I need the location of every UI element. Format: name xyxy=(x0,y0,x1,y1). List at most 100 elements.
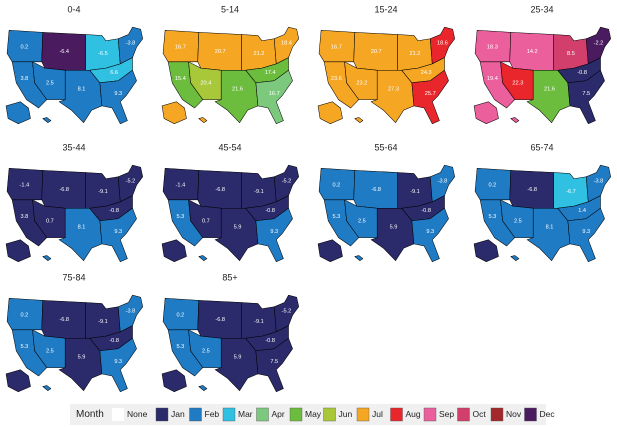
region-label: -0.8 xyxy=(421,208,431,214)
region-label: -6.7 xyxy=(566,189,576,195)
legend-swatch xyxy=(423,407,437,422)
region xyxy=(255,337,293,393)
region-label: -0.8 xyxy=(265,338,275,344)
region-label: 5.9 xyxy=(234,355,242,361)
region-label: 8.1 xyxy=(78,225,86,231)
legend-swatch xyxy=(356,407,370,422)
region-label: 5.3 xyxy=(20,344,28,350)
region-label: 9.3 xyxy=(582,229,590,235)
region-label: -3.8 xyxy=(126,308,136,314)
region-label: 19.4 xyxy=(487,76,498,82)
panel-title: 5-14 xyxy=(221,4,239,14)
region xyxy=(567,207,605,263)
region-label: 20.4 xyxy=(200,80,211,86)
region-label: 8.5 xyxy=(567,51,575,57)
region-label: -9.1 xyxy=(410,189,420,195)
region-label: -6.5 xyxy=(98,51,108,57)
region-label: -0.8 xyxy=(109,208,119,214)
region-label: 18.3 xyxy=(487,45,498,51)
region-label: -6.8 xyxy=(59,187,69,193)
region xyxy=(42,117,52,123)
region-label: 5.9 xyxy=(78,355,86,361)
region-label: -9.1 xyxy=(254,319,264,325)
region-label: 2.5 xyxy=(46,348,54,354)
region xyxy=(567,69,605,125)
region-label: 5.3 xyxy=(176,344,184,350)
region-label: -0.8 xyxy=(577,70,587,76)
region xyxy=(473,101,499,125)
region-label: 23.6 xyxy=(331,76,342,82)
map-panel: 55-64 0.2 -6.8 -9.1 -3.8 5.3 2.5 5.9 -0.8 9.3 xyxy=(317,142,455,263)
region-label: 0.2 xyxy=(20,313,28,319)
region xyxy=(5,239,31,263)
legend-swatch xyxy=(289,407,303,422)
legend-swatch xyxy=(189,407,202,422)
region-label: 21.6 xyxy=(232,87,243,93)
region-label: 21.2 xyxy=(253,51,264,57)
region-label: -6.8 xyxy=(215,187,225,193)
us-map: 0.2 -6.8 -9.1 -5.2 5.3 2.5 5.9 -0.8 7.5 xyxy=(161,294,299,393)
region-label: 2.5 xyxy=(514,218,522,224)
region xyxy=(526,69,571,123)
region-label: 2.5 xyxy=(358,218,366,224)
legend-label: Sep xyxy=(439,409,454,419)
region-label: 17.4 xyxy=(265,70,276,76)
panel-title: 45-54 xyxy=(218,142,241,152)
panel-title: 65-74 xyxy=(530,142,553,152)
region-label: 5.9 xyxy=(234,225,242,231)
region-label: 25.7 xyxy=(425,91,436,97)
region-label: -6.8 xyxy=(59,317,69,323)
panel-title: 15-24 xyxy=(374,4,397,14)
region-label: 6.6 xyxy=(110,70,118,76)
region-label: 9.3 xyxy=(114,229,122,235)
region-label: 5.9 xyxy=(390,225,398,231)
region-label: 20.7 xyxy=(215,49,226,55)
region-label: 14.2 xyxy=(527,49,538,55)
legend-label: Feb xyxy=(205,409,220,419)
region-label: 5.3 xyxy=(488,214,496,220)
region-label: 8.1 xyxy=(546,225,554,231)
region-label: -3.8 xyxy=(438,178,448,184)
region xyxy=(58,207,103,261)
region xyxy=(370,207,415,261)
legend-label: Aug xyxy=(406,409,421,419)
region-label: -5.2 xyxy=(282,308,292,314)
region-label: 18.4 xyxy=(281,40,292,46)
region-label: 5.3 xyxy=(176,214,184,220)
region-label: 21.6 xyxy=(544,87,555,93)
region xyxy=(5,101,31,125)
map-panel: 5-14 16.7 20.7 21.2 18.4 15.4 20.4 21.6 17.4 16.7 xyxy=(161,4,299,125)
region xyxy=(370,69,415,123)
region-label: 27.3 xyxy=(388,87,399,93)
region-label: -2.2 xyxy=(594,40,604,46)
map-panel: 15-24 16.7 20.7 21.2 18.6 23.6 23.2 27.3 24.3 25.… xyxy=(317,4,455,125)
map-panel: 35-44 -1.4 -6.8 -9.1 -5.2 3.8 0.7 8.1 -0.8 9.3 xyxy=(5,142,143,263)
panel-title: 75-84 xyxy=(62,272,85,282)
region-label: 0.7 xyxy=(202,218,210,224)
panel-title: 0-4 xyxy=(67,4,80,14)
region-label: 15.4 xyxy=(175,76,186,82)
region-label: -9.1 xyxy=(98,189,108,195)
region xyxy=(214,69,259,123)
region-label: 7.5 xyxy=(582,91,590,97)
us-map: 0.2 -6.8 -9.1 -3.8 5.3 2.5 5.9 -0.8 9.3 xyxy=(5,294,143,393)
legend-label: Jun xyxy=(339,409,353,419)
map-panel: 85+ 0.2 -6.8 -9.1 -5.2 5.3 2.5 5.9 -0.8 7.5 xyxy=(161,272,299,393)
region-label: 2.5 xyxy=(46,80,54,86)
region-label: -1.4 xyxy=(176,183,186,189)
region-label: 9.3 xyxy=(270,229,278,235)
map-panel: 75-84 0.2 -6.8 -9.1 -3.8 5.3 2.5 5.9 -0.8 9.3 xyxy=(5,272,143,393)
panel-title: 25-34 xyxy=(530,4,553,14)
us-map: 0.2 -6.8 -9.1 -3.8 5.3 2.5 5.9 -0.8 9.3 xyxy=(317,164,455,263)
us-map: 0.2 -6.8 -6.7 -3.8 5.3 2.5 8.1 1.4 9.3 xyxy=(473,164,611,263)
us-map: 16.7 20.7 21.2 18.6 23.6 23.2 27.3 24.3 25.7 xyxy=(317,26,455,125)
region xyxy=(354,255,364,261)
region-label: 3.8 xyxy=(20,214,28,220)
legend-swatch xyxy=(256,407,269,422)
region xyxy=(161,239,187,263)
legend-label: Mar xyxy=(238,409,253,419)
legend-label: None xyxy=(127,409,148,419)
region-label: -6.8 xyxy=(527,187,537,193)
legend-swatch xyxy=(323,407,336,422)
us-map: 18.3 14.2 8.5 -2.2 19.4 22.3 21.6 -0.8 7.5 xyxy=(473,26,611,125)
